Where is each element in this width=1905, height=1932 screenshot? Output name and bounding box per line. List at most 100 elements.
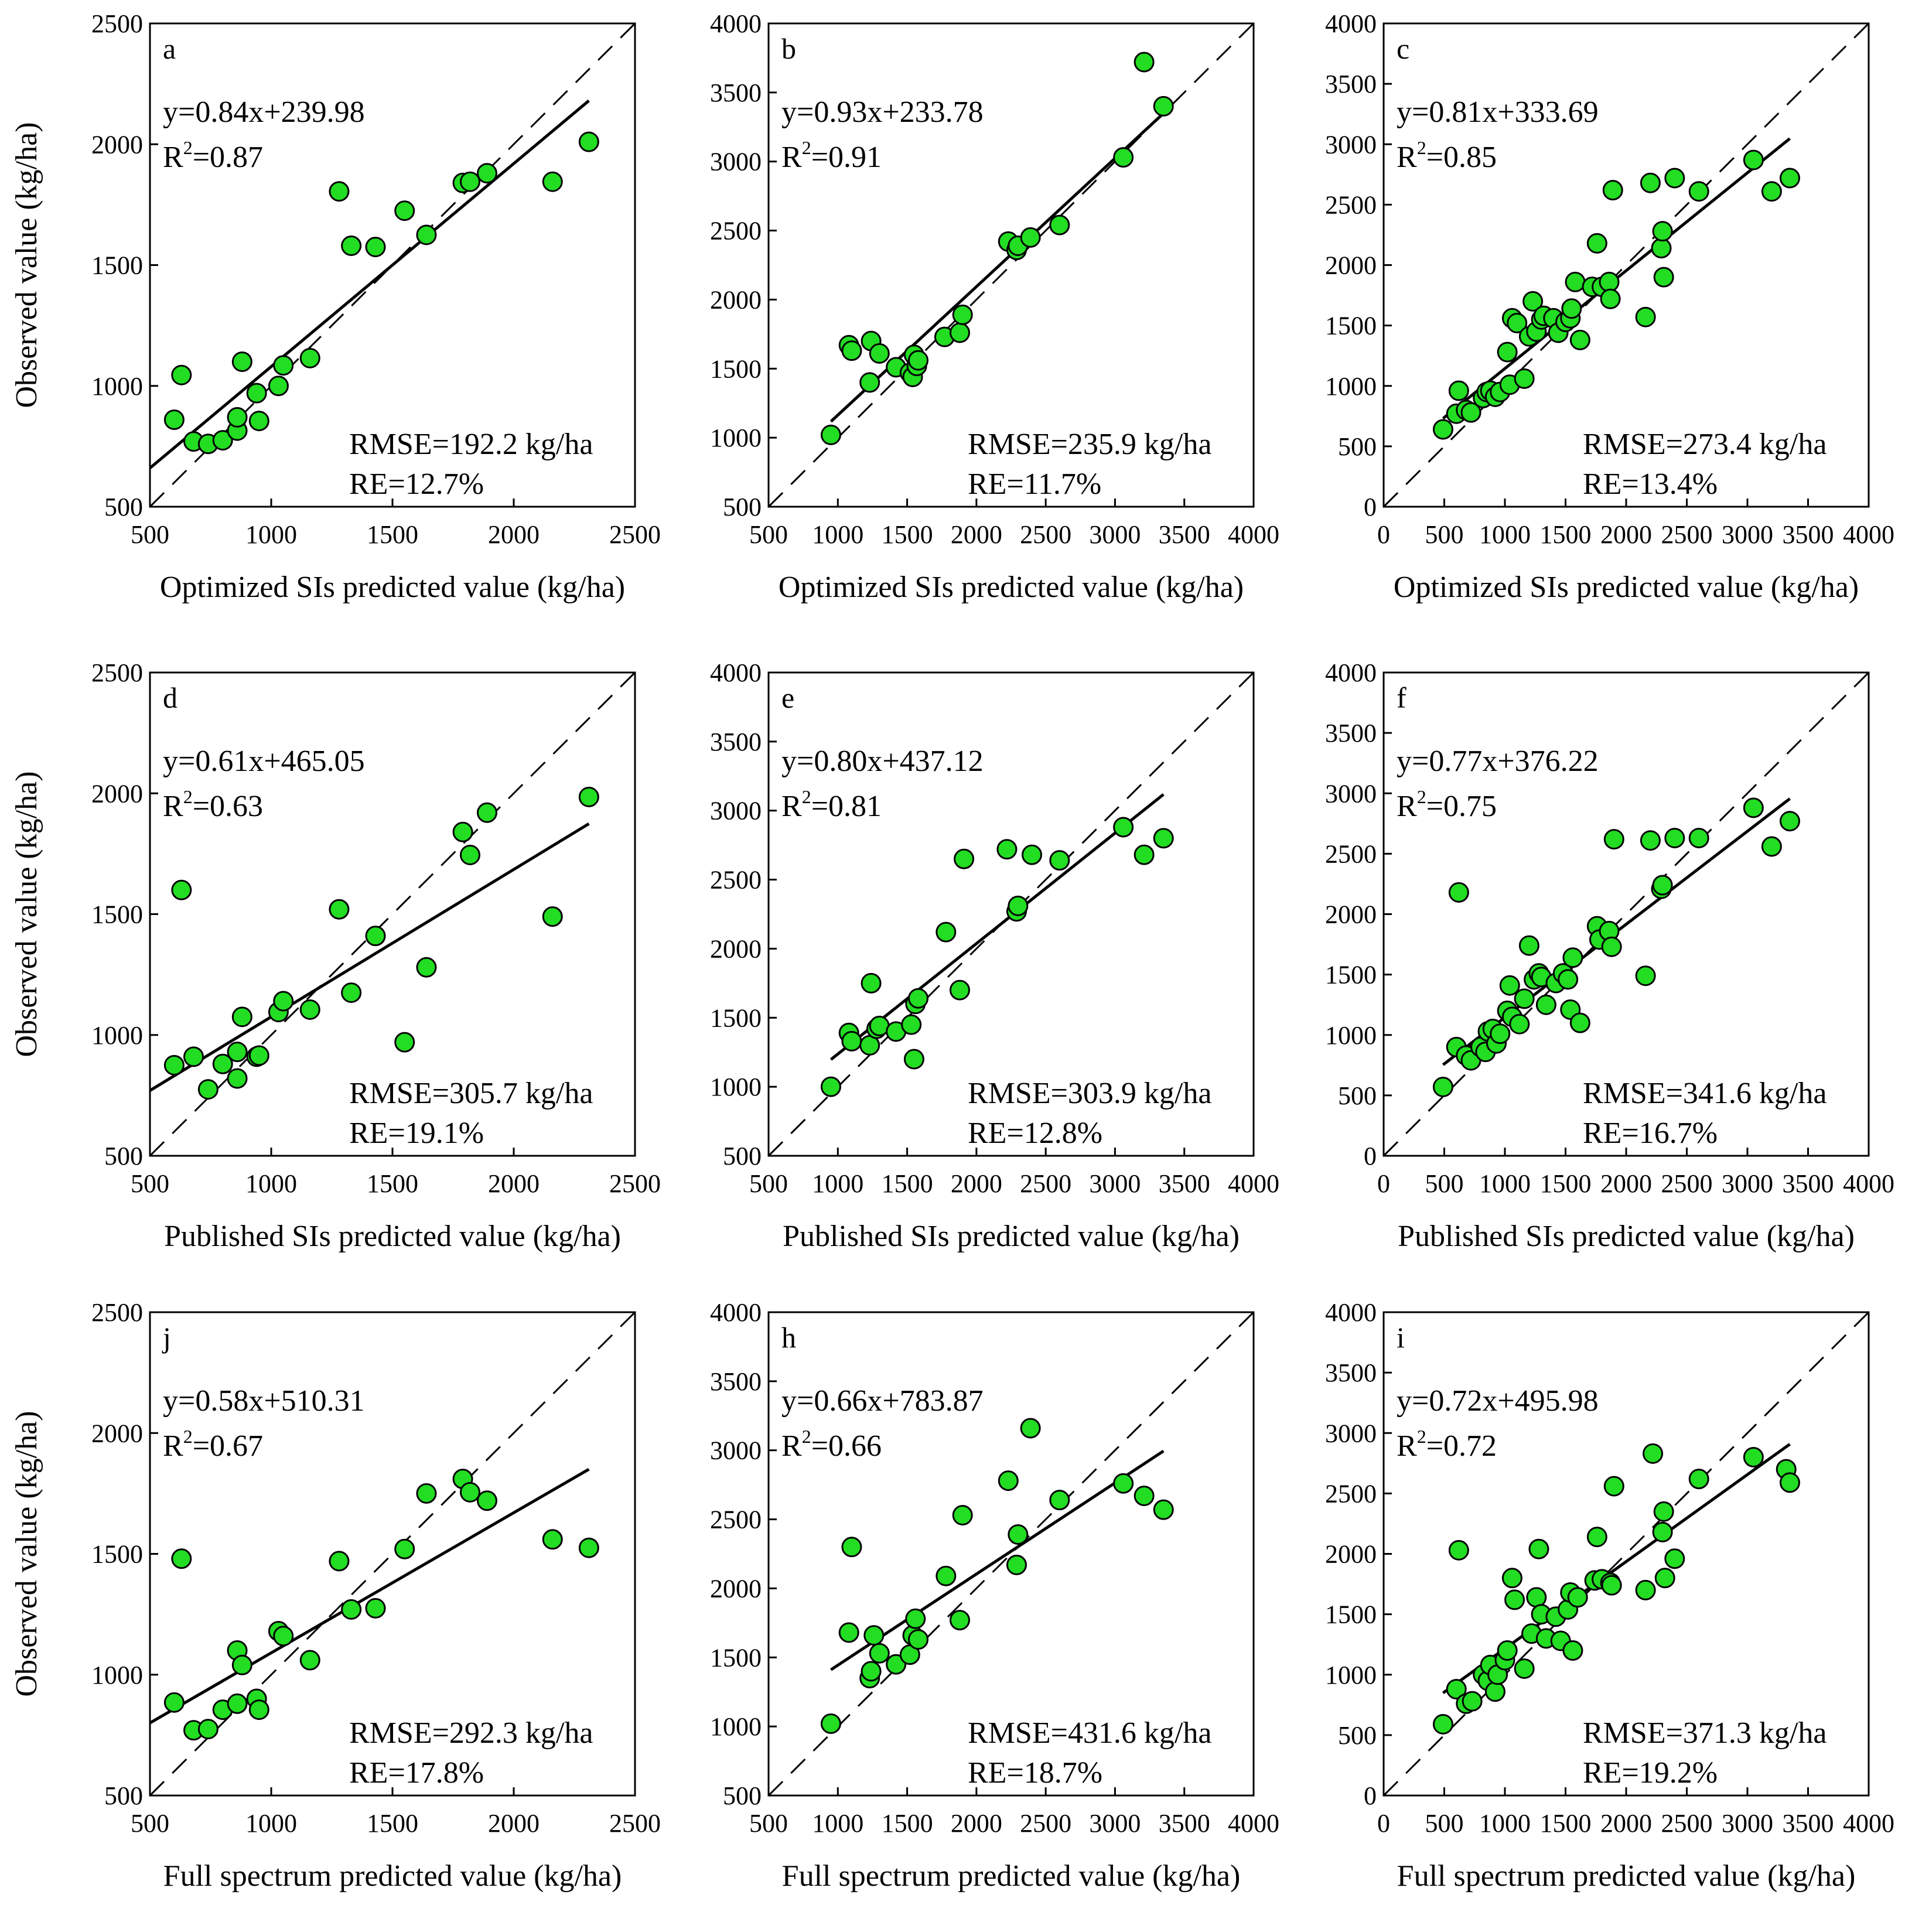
r-squared: R2=0.72: [1397, 1426, 1497, 1463]
data-point: [1113, 817, 1134, 838]
r-squared-superscript: 2: [802, 786, 811, 807]
x-tick-label: 1000: [1479, 1169, 1531, 1198]
data-point: [476, 163, 497, 184]
data-point: [907, 1629, 928, 1650]
x-tick-label: 2500: [1661, 1809, 1713, 1838]
data-point: [212, 430, 233, 451]
data-point: [954, 848, 975, 869]
r-squared: R2=0.63: [163, 786, 263, 823]
y-tick-label: 3500: [1325, 70, 1377, 98]
x-tick-label: 2500: [1020, 1809, 1071, 1838]
data-point: [1460, 402, 1481, 423]
r-squared: R2=0.85: [1397, 137, 1497, 174]
x-axis-title: Published SIs predicted value (kg/ha): [164, 1220, 621, 1253]
panel-letter: d: [163, 681, 177, 714]
y-tick-label: 3000: [1325, 1419, 1377, 1448]
data-point: [1514, 1658, 1535, 1679]
data-point: [1664, 828, 1685, 849]
panel-letter: h: [781, 1321, 796, 1354]
r-squared-value: =0.67: [193, 1429, 263, 1463]
data-point: [578, 131, 599, 152]
r-squared-superscript: 2: [802, 137, 811, 158]
panel-letter: i: [1397, 1321, 1405, 1354]
one-to-one-line: [1384, 23, 1869, 507]
regression-line: [830, 1449, 1165, 1671]
y-tick-label: 1000: [710, 1073, 762, 1101]
data-point: [1522, 291, 1544, 312]
y-tick-label: 1500: [710, 1643, 762, 1672]
data-point: [578, 786, 599, 807]
y-tick-label: 4000: [1325, 1298, 1377, 1327]
y-tick-label: 2000: [91, 1419, 143, 1448]
x-tick-label: 1000: [812, 520, 863, 549]
x-tick-label: 2500: [1020, 1169, 1071, 1198]
y-tick-label: 1500: [1325, 312, 1377, 340]
y-tick-label: 3500: [710, 728, 762, 756]
x-tick-label: 1500: [367, 1169, 418, 1198]
r-squared: R2=0.75: [1397, 786, 1497, 823]
data-point: [1586, 1527, 1607, 1548]
regression-equation: y=0.81x+333.69: [1397, 95, 1599, 129]
panel-c: 0 500 1000 1500 2000 2500 3000 3500 4000 0 500 1000…: [1325, 9, 1894, 604]
rmse-text: RMSE=273.4 kg/ha: [1583, 428, 1827, 461]
one-to-one-line: [1384, 1312, 1869, 1796]
y-tick-label: 1000: [1325, 372, 1377, 401]
x-tick-label: 1500: [367, 520, 418, 549]
y-tick-label: 500: [104, 493, 143, 521]
data-point: [1743, 1447, 1764, 1467]
r-squared-value: =0.72: [1426, 1429, 1497, 1463]
y-tick-label: 2500: [1325, 190, 1377, 219]
x-axis-title: Full spectrum predicted value (kg/ha): [163, 1859, 622, 1893]
x-tick-label: 500: [1425, 1809, 1464, 1838]
data-point: [227, 1693, 248, 1714]
data-point: [1601, 936, 1622, 957]
x-tick-label: 2500: [609, 1169, 661, 1198]
y-tick-label: 3000: [710, 797, 762, 825]
y-tick-label: 2500: [1325, 1479, 1377, 1508]
plot-frame: [767, 671, 1255, 1157]
rmse-text: RMSE=192.2 kg/ha: [349, 428, 593, 461]
data-point: [1020, 227, 1041, 248]
r-squared-value: =0.91: [811, 141, 882, 174]
y-tick-label: 3500: [1325, 1358, 1377, 1387]
data-point: [1688, 828, 1709, 849]
y-tick-label: 1000: [710, 1712, 762, 1741]
y-tick-label: 500: [1338, 432, 1377, 461]
data-point: [1049, 214, 1070, 235]
data-point: [1448, 882, 1469, 903]
y-axis-title: Observed value (kg/ha): [10, 1411, 43, 1697]
regression-line: [829, 793, 1165, 1061]
x-tick-label: 1500: [1540, 1809, 1592, 1838]
data-point: [1586, 233, 1607, 254]
rmse-text: RMSE=303.9 kg/ha: [968, 1077, 1211, 1110]
data-point: [1008, 1524, 1029, 1545]
data-point: [838, 1622, 859, 1643]
x-tick-label: 4000: [1228, 1809, 1279, 1838]
data-point: [1432, 1713, 1453, 1735]
one-to-one-line: [769, 1312, 1254, 1796]
panel-h: 500 1000 1500 2000 2500 3000 3500 4000 500 1000 15…: [710, 1298, 1279, 1893]
x-tick-label: 500: [749, 1809, 788, 1838]
y-tick-label: 1500: [91, 1540, 143, 1569]
data-point: [1651, 238, 1672, 259]
regression-line: [150, 1467, 590, 1725]
data-point: [886, 1654, 907, 1675]
x-tick-label: 3500: [1783, 1809, 1834, 1838]
x-axis-title: Optimized SIs predicted value (kg/ha): [1394, 571, 1859, 604]
panel-letter: e: [781, 681, 794, 714]
x-tick-label: 3000: [1722, 1169, 1773, 1198]
data-point: [1134, 52, 1155, 73]
r-squared-superscript: 2: [183, 786, 193, 807]
data-point: [1462, 1691, 1483, 1712]
x-axis-title: Optimized SIs predicted value (kg/ha): [779, 571, 1244, 604]
data-point: [1652, 1521, 1673, 1542]
x-tick-label: 1000: [1479, 520, 1531, 549]
regression-equation: y=0.66x+783.87: [781, 1384, 984, 1418]
x-tick-label: 3500: [1159, 1809, 1210, 1838]
x-tick-label: 500: [1425, 1169, 1464, 1198]
y-tick-label: 1500: [710, 1003, 762, 1032]
data-point: [869, 343, 890, 364]
r-squared-superscript: 2: [1417, 1426, 1426, 1447]
data-point: [1779, 811, 1800, 832]
data-point: [1558, 969, 1579, 990]
